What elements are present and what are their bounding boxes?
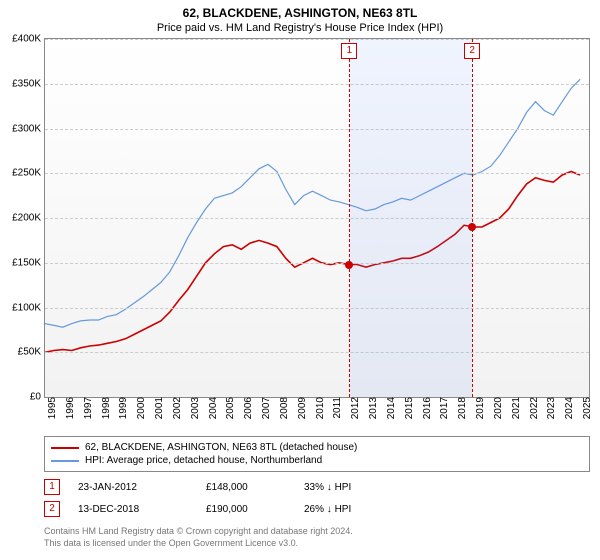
legend: 62, BLACKDENE, ASHINGTON, NE63 8TL (deta… [44, 436, 590, 472]
marker-line [472, 39, 473, 397]
gridline-h [45, 263, 589, 264]
x-axis-label: 2019 [473, 397, 486, 419]
y-axis-label: £250K [12, 168, 45, 179]
sale-dot [345, 261, 353, 269]
sale-index-badge: 2 [44, 501, 60, 517]
y-axis-label: £200K [12, 213, 45, 224]
y-axis-label: £350K [12, 78, 45, 89]
shaded-range [349, 39, 472, 397]
sale-price: £148,000 [206, 482, 286, 493]
x-axis-label: 2000 [134, 397, 147, 419]
gridline-h [45, 84, 589, 85]
x-axis-label: 2009 [295, 397, 308, 419]
legend-row: 62, BLACKDENE, ASHINGTON, NE63 8TL (deta… [51, 441, 583, 454]
x-axis-label: 2007 [259, 397, 272, 419]
y-axis-label: £300K [12, 123, 45, 134]
sale-date: 13-DEC-2018 [78, 504, 188, 515]
footer-line-1: Contains HM Land Registry data © Crown c… [44, 526, 590, 538]
footer-line-2: This data is licensed under the Open Gov… [44, 538, 590, 550]
gridline-h [45, 173, 589, 174]
x-axis-label: 2018 [455, 397, 468, 419]
x-axis-label: 2017 [437, 397, 450, 419]
sale-dot [468, 223, 476, 231]
x-axis-label: 2024 [562, 397, 575, 419]
x-axis-label: 2021 [509, 397, 522, 419]
sale-row: 1 23-JAN-2012 £148,000 33% ↓ HPI [44, 476, 590, 498]
gridline-h [45, 218, 589, 219]
footer-attribution: Contains HM Land Registry data © Crown c… [44, 526, 590, 549]
x-axis-label: 1997 [81, 397, 94, 419]
x-axis-label: 1998 [99, 397, 112, 419]
x-axis-label: 2025 [580, 397, 593, 419]
x-axis-label: 2014 [384, 397, 397, 419]
x-axis-label: 2003 [188, 397, 201, 419]
x-axis-label: 2022 [527, 397, 540, 419]
y-axis-label: £50K [18, 347, 45, 358]
y-axis-label: £0 [30, 392, 45, 403]
sale-comparison: 26% ↓ HPI [304, 504, 590, 515]
x-axis-label: 2010 [313, 397, 326, 419]
gridline-h [45, 39, 589, 40]
x-axis-label: 1999 [116, 397, 129, 419]
legend-label: HPI: Average price, detached house, Nort… [85, 455, 322, 466]
gridline-h [45, 308, 589, 309]
x-axis-label: 2006 [241, 397, 254, 419]
x-axis-label: 1996 [63, 397, 76, 419]
sale-index-badge: 1 [44, 479, 60, 495]
chart-area: £0£50K£100K£150K£200K£250K£300K£350K£400… [44, 38, 590, 398]
x-axis-label: 2020 [491, 397, 504, 419]
x-axis-label: 1995 [45, 397, 58, 419]
x-axis-label: 2002 [170, 397, 183, 419]
x-axis-label: 2012 [348, 397, 361, 419]
x-axis-label: 2016 [420, 397, 433, 419]
series-hpi [45, 79, 580, 327]
legend-swatch [51, 460, 79, 462]
x-axis-label: 2008 [277, 397, 290, 419]
chart-title: 62, BLACKDENE, ASHINGTON, NE63 8TL [0, 0, 600, 20]
chart-subtitle: Price paid vs. HM Land Registry's House … [0, 20, 600, 38]
marker-badge: 2 [464, 43, 480, 59]
x-axis-label: 2013 [366, 397, 379, 419]
sale-date: 23-JAN-2012 [78, 482, 188, 493]
y-axis-label: £150K [12, 257, 45, 268]
sale-price: £190,000 [206, 504, 286, 515]
sale-comparison: 33% ↓ HPI [304, 482, 590, 493]
x-axis-label: 2001 [152, 397, 165, 419]
marker-badge: 1 [341, 43, 357, 59]
y-axis-label: £100K [12, 302, 45, 313]
gridline-h [45, 352, 589, 353]
legend-row: HPI: Average price, detached house, Nort… [51, 454, 583, 467]
legend-label: 62, BLACKDENE, ASHINGTON, NE63 8TL (deta… [85, 442, 357, 453]
y-axis-label: £400K [12, 34, 45, 45]
x-axis-label: 2005 [223, 397, 236, 419]
x-axis-label: 2023 [544, 397, 557, 419]
marker-line [349, 39, 350, 397]
legend-swatch [51, 447, 79, 449]
sale-row: 2 13-DEC-2018 £190,000 26% ↓ HPI [44, 498, 590, 520]
x-axis-label: 2015 [402, 397, 415, 419]
gridline-h [45, 129, 589, 130]
x-axis-label: 2011 [330, 397, 343, 419]
x-axis-label: 2004 [206, 397, 219, 419]
sales-table: 1 23-JAN-2012 £148,000 33% ↓ HPI 2 13-DEC-201… [44, 476, 590, 520]
